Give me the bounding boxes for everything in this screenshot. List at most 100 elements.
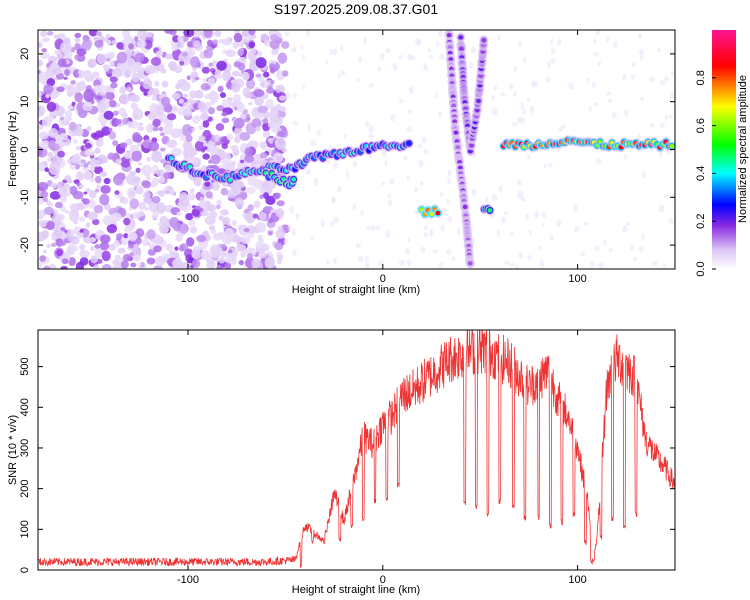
heatmap-cell xyxy=(204,93,212,100)
heatmap-cell xyxy=(51,61,59,69)
heatmap-cell xyxy=(137,125,145,131)
heatmap-cell xyxy=(289,205,295,214)
heatmap-cell xyxy=(246,252,253,260)
heatmap-cell xyxy=(181,124,193,137)
heatmap-cell xyxy=(127,232,138,242)
heatmap-cell xyxy=(550,47,556,54)
heatmap-cell xyxy=(38,41,43,48)
heatmap-cell xyxy=(58,186,68,197)
colorbar-tick-label: 0.6 xyxy=(695,118,707,133)
heatmap-cell xyxy=(284,30,290,37)
heatmap-cell xyxy=(60,265,68,269)
heatmap-cell xyxy=(125,138,134,146)
heatmap-cell xyxy=(364,262,370,269)
heatmap-cell xyxy=(172,222,182,232)
heatmap-cell xyxy=(120,236,129,246)
heatmap-cell xyxy=(621,225,628,234)
heatmap-cell xyxy=(387,193,392,199)
heatmap-cell xyxy=(497,33,501,42)
heatmap-cell xyxy=(513,66,518,73)
heatmap-cell xyxy=(537,246,541,251)
heatmap-cell xyxy=(583,221,589,226)
heatmap-cell xyxy=(146,174,151,181)
heatmap-cell xyxy=(259,194,264,200)
heatmap-cell xyxy=(451,255,456,262)
heatmap-cell xyxy=(101,264,112,269)
heatmap-cell xyxy=(340,44,344,52)
x-tick-label: -100 xyxy=(177,574,199,586)
heatmap-cell xyxy=(43,84,54,94)
heatmap-cell xyxy=(279,106,287,112)
heatmap-cell xyxy=(279,95,286,101)
heatmap-cell xyxy=(214,251,220,257)
heatmap-cell xyxy=(123,151,133,159)
heatmap-cell xyxy=(469,143,474,148)
heatmap-cell xyxy=(139,81,144,86)
heatmap-cell xyxy=(267,231,273,236)
heatmap-cell xyxy=(131,72,140,83)
heatmap-cell xyxy=(164,104,173,113)
heatmap-cell xyxy=(633,256,638,262)
heatmap-cell xyxy=(70,80,76,85)
heatmap-cell xyxy=(234,197,245,209)
heatmap-cell xyxy=(241,71,250,81)
heatmap-cell xyxy=(213,134,220,142)
y-tick-label: -10 xyxy=(19,189,31,205)
heatmap-cell xyxy=(454,139,460,144)
heatmap-cell xyxy=(138,122,143,126)
snr-y-ticks: 0 100 200 300 400 500 xyxy=(19,357,675,573)
heatmap-cell xyxy=(282,70,289,77)
heatmap-cell xyxy=(43,206,54,216)
heatmap-cell xyxy=(46,31,54,36)
snr-panel: -100 0 100 0 100 200 300 400 500 Height of stra… xyxy=(7,329,676,596)
heatmap-cell xyxy=(184,249,190,254)
heatmap-cell xyxy=(69,203,80,212)
heatmap-cell xyxy=(75,164,81,170)
heatmap-cell xyxy=(200,249,210,261)
heatmap-cell xyxy=(57,52,64,59)
heatmap-cell xyxy=(510,262,515,268)
heatmap-cell xyxy=(196,234,207,243)
heatmap-cell xyxy=(528,229,532,236)
heatmap-cell xyxy=(417,143,423,148)
heatmap-cell xyxy=(199,31,205,36)
heatmap-cell xyxy=(38,59,44,67)
heatmap-cell xyxy=(368,133,374,140)
heatmap-cell xyxy=(89,158,97,166)
heatmap-cell xyxy=(77,231,84,239)
heatmap-cell xyxy=(128,43,135,50)
heatmap-cell xyxy=(40,140,50,150)
heatmap-cell xyxy=(202,153,210,160)
heatmap-cell xyxy=(129,144,139,152)
heatmap-cell xyxy=(621,73,627,81)
heatmap-cell xyxy=(85,188,91,193)
heatmap-cell xyxy=(248,101,253,106)
heatmap-cell xyxy=(73,226,81,233)
heatmap-cell xyxy=(45,93,50,99)
heatmap-cell xyxy=(493,85,498,91)
heatmap-cell xyxy=(104,91,113,100)
heatmap-cell xyxy=(40,52,50,60)
heatmap-cell xyxy=(231,144,239,153)
heatmap-cell xyxy=(534,210,540,219)
heatmap-cell xyxy=(292,46,297,53)
heatmap-cell xyxy=(227,97,233,102)
heatmap-cell xyxy=(208,62,213,67)
heatmap-cell xyxy=(511,122,518,127)
heatmap-cell xyxy=(365,120,370,127)
heatmap-cell xyxy=(53,229,64,238)
heatmap-cell xyxy=(122,197,129,205)
heatmap-cell xyxy=(107,152,115,160)
heatmap-cell xyxy=(171,92,181,100)
heatmap-cell xyxy=(268,138,274,144)
heatmap-cell xyxy=(177,35,184,43)
heatmap-cell xyxy=(281,41,290,49)
heatmap-cell xyxy=(360,210,365,216)
heatmap-cell xyxy=(130,102,138,110)
heatmap-cell xyxy=(114,190,120,195)
heatmap-cell xyxy=(194,89,204,99)
heatmap-cell xyxy=(164,164,171,172)
heatmap-cell xyxy=(671,192,675,201)
heatmap-cell xyxy=(276,109,286,119)
heatmap-cell xyxy=(168,250,175,256)
